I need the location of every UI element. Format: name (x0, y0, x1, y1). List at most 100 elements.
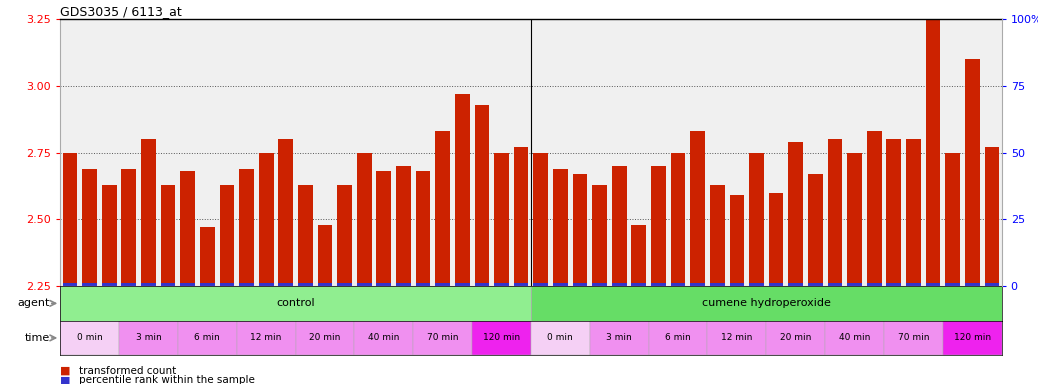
Bar (119, 321, 177, 355)
Text: GDS3035 / 6113_at: GDS3035 / 6113_at (60, 5, 182, 18)
Text: 20 min: 20 min (780, 333, 812, 343)
Bar (318, 283, 332, 286)
Bar (357, 283, 372, 286)
Bar (435, 283, 450, 286)
Text: 6 min: 6 min (665, 333, 691, 343)
Bar (298, 185, 312, 286)
Text: 12 min: 12 min (250, 333, 282, 343)
Text: ■: ■ (60, 366, 71, 376)
Text: 70 min: 70 min (898, 333, 929, 343)
Text: 0 min: 0 min (547, 333, 573, 343)
Bar (60, 321, 119, 355)
Bar (530, 321, 590, 355)
Bar (671, 153, 685, 286)
Bar (867, 131, 881, 286)
Bar (337, 185, 352, 286)
Bar (946, 283, 960, 286)
Bar (278, 283, 293, 286)
Bar (357, 153, 372, 286)
Text: 3 min: 3 min (606, 333, 632, 343)
Bar (415, 171, 431, 286)
Text: agent: agent (18, 298, 50, 308)
Text: 120 min: 120 min (483, 333, 520, 343)
Bar (377, 283, 391, 286)
Text: time: time (25, 333, 50, 343)
Bar (472, 321, 530, 355)
Bar (769, 193, 784, 286)
Bar (239, 283, 254, 286)
Bar (965, 59, 980, 286)
Bar (611, 166, 627, 286)
Text: 120 min: 120 min (954, 333, 991, 343)
Bar (710, 283, 725, 286)
Bar (708, 321, 766, 355)
Text: cumene hydroperoxide: cumene hydroperoxide (702, 298, 830, 308)
Bar (867, 283, 881, 286)
Bar (847, 153, 862, 286)
Bar (649, 321, 708, 355)
Bar (161, 185, 175, 286)
Bar (789, 283, 803, 286)
Bar (413, 321, 472, 355)
Bar (494, 153, 509, 286)
Text: 6 min: 6 min (194, 333, 220, 343)
Bar (220, 283, 235, 286)
Bar (984, 283, 1000, 286)
Bar (573, 283, 588, 286)
Bar (318, 225, 332, 286)
Bar (946, 153, 960, 286)
Bar (258, 153, 273, 286)
Bar (886, 139, 901, 286)
Bar (808, 283, 823, 286)
Text: 3 min: 3 min (136, 333, 161, 343)
Text: transformed count: transformed count (79, 366, 176, 376)
Bar (984, 147, 1000, 286)
Bar (690, 283, 705, 286)
Bar (884, 321, 943, 355)
Bar (200, 283, 215, 286)
Bar (943, 321, 1002, 355)
Bar (573, 174, 588, 286)
Bar (631, 225, 647, 286)
Bar (906, 139, 921, 286)
Text: 40 min: 40 min (839, 333, 870, 343)
Bar (789, 142, 803, 286)
Bar (651, 166, 665, 286)
Bar (530, 286, 1002, 321)
Text: 20 min: 20 min (309, 333, 340, 343)
Bar (278, 139, 293, 286)
Bar (141, 139, 156, 286)
Bar (474, 104, 489, 286)
Bar (102, 283, 116, 286)
Bar (514, 147, 528, 286)
Text: 12 min: 12 min (721, 333, 753, 343)
Bar (435, 131, 450, 286)
Bar (258, 283, 273, 286)
Bar (62, 153, 78, 286)
Bar (60, 286, 530, 321)
Bar (181, 171, 195, 286)
Bar (965, 283, 980, 286)
Bar (354, 321, 413, 355)
Bar (296, 321, 354, 355)
Text: ■: ■ (60, 375, 71, 384)
Bar (237, 321, 296, 355)
Bar (82, 283, 97, 286)
Bar (62, 283, 78, 286)
Bar (455, 283, 469, 286)
Bar (593, 185, 607, 286)
Bar (769, 283, 784, 286)
Bar (553, 169, 568, 286)
Bar (141, 283, 156, 286)
Bar (847, 283, 862, 286)
Bar (926, 17, 940, 286)
Bar (926, 283, 940, 286)
Bar (161, 283, 175, 286)
Bar (534, 283, 548, 286)
Bar (102, 185, 116, 286)
Bar (808, 174, 823, 286)
Bar (121, 169, 136, 286)
Bar (514, 283, 528, 286)
Bar (397, 166, 411, 286)
Bar (121, 283, 136, 286)
